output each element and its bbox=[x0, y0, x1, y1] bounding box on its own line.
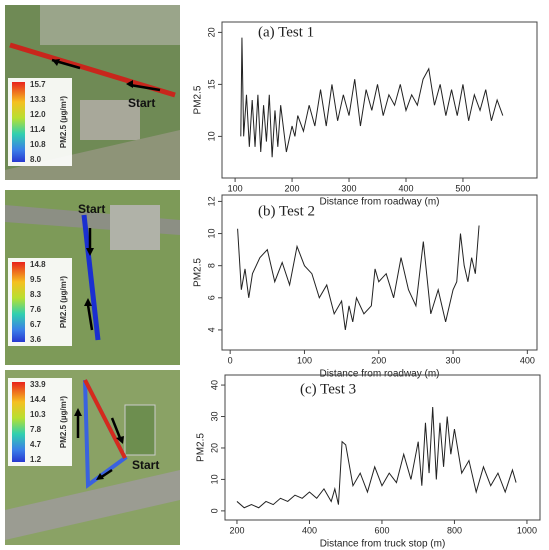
x-axis-label: Distance from roadway (m) bbox=[319, 197, 439, 208]
y-axis-label: PM2.5 bbox=[193, 85, 204, 114]
colorbar-label: 1.2 bbox=[30, 455, 42, 464]
x-tick-label: 100 bbox=[297, 355, 312, 365]
x-tick-label: 200 bbox=[371, 355, 386, 365]
x-tick-label: 1000 bbox=[517, 525, 537, 535]
colorbar-label: 10.8 bbox=[30, 140, 46, 149]
colorbar-label: 8.3 bbox=[30, 290, 42, 299]
chart-title: (a) Test 1 bbox=[258, 24, 314, 40]
chart-title: (b) Test 2 bbox=[258, 203, 315, 219]
data-line bbox=[237, 225, 480, 330]
colorbar-title: PM2.5 (µg/m³) bbox=[59, 276, 68, 329]
y-tick-label: 20 bbox=[206, 27, 216, 37]
x-axis-label: Distance from truck stop (m) bbox=[320, 539, 446, 550]
plot-frame bbox=[221, 21, 538, 179]
map-1 bbox=[5, 5, 180, 180]
chart-title: (c) Test 3 bbox=[300, 381, 356, 397]
x-tick-label: 300 bbox=[446, 355, 461, 365]
colorbar-label: 4.7 bbox=[30, 440, 42, 449]
x-tick-label: 200 bbox=[285, 183, 300, 193]
y-tick-label: 4 bbox=[206, 327, 216, 332]
colorbar-title: PM2.5 (µg/m³) bbox=[59, 96, 68, 149]
y-tick-label: 20 bbox=[209, 443, 219, 453]
colorbar-label: 33.9 bbox=[30, 380, 46, 389]
colorbar-label: 7.8 bbox=[30, 425, 42, 434]
x-tick-label: 400 bbox=[520, 355, 535, 365]
colorbar-label: 7.6 bbox=[30, 305, 42, 314]
y-tick-label: 40 bbox=[209, 380, 219, 390]
x-tick-label: 300 bbox=[342, 183, 357, 193]
x-tick-label: 500 bbox=[455, 183, 470, 193]
x-tick-label: 0 bbox=[228, 355, 233, 365]
colorbar-label: 8.0 bbox=[30, 155, 42, 164]
y-tick-label: 0 bbox=[209, 508, 219, 513]
start-label: Start bbox=[128, 96, 155, 110]
plot-frame bbox=[224, 374, 541, 521]
colorbar-label: 9.5 bbox=[30, 275, 42, 284]
map-2 bbox=[5, 190, 180, 365]
colorbar-title: PM2.5 (µg/m³) bbox=[59, 396, 68, 449]
x-tick-label: 200 bbox=[229, 525, 244, 535]
y-tick-label: 10 bbox=[206, 131, 216, 141]
colorbar-label: 13.3 bbox=[30, 95, 46, 104]
start-label: Start bbox=[132, 458, 159, 472]
colorbar-label: 14.4 bbox=[30, 395, 46, 404]
y-tick-label: 10 bbox=[209, 474, 219, 484]
x-tick-label: 400 bbox=[302, 525, 317, 535]
map-3 bbox=[5, 370, 180, 545]
colorbar-label: 15.7 bbox=[30, 80, 46, 89]
y-tick-label: 6 bbox=[206, 295, 216, 300]
y-tick-label: 30 bbox=[209, 412, 219, 422]
colorbar-label: 12.0 bbox=[30, 110, 46, 119]
x-axis-label: Distance from roadway (m) bbox=[319, 369, 439, 380]
x-tick-label: 600 bbox=[374, 525, 389, 535]
x-tick-label: 400 bbox=[398, 183, 413, 193]
y-tick-label: 10 bbox=[206, 229, 216, 239]
colorbar-label: 6.7 bbox=[30, 320, 42, 329]
y-tick-label: 12 bbox=[206, 196, 216, 206]
x-tick-label: 100 bbox=[228, 183, 243, 193]
data-line bbox=[240, 37, 504, 158]
colorbar-label: 14.8 bbox=[30, 260, 46, 269]
colorbar-label: 3.6 bbox=[30, 335, 42, 344]
start-label: Start bbox=[78, 202, 105, 216]
colorbar-label: 10.3 bbox=[30, 410, 46, 419]
x-tick-label: 800 bbox=[447, 525, 462, 535]
colorbar-label: 11.4 bbox=[30, 125, 46, 134]
y-axis-label: PM2.5 bbox=[196, 433, 207, 462]
y-axis-label: PM2.5 bbox=[193, 258, 204, 287]
data-line bbox=[236, 407, 517, 509]
plot-frame bbox=[221, 194, 538, 351]
y-tick-label: 15 bbox=[206, 79, 216, 89]
y-tick-label: 8 bbox=[206, 263, 216, 268]
